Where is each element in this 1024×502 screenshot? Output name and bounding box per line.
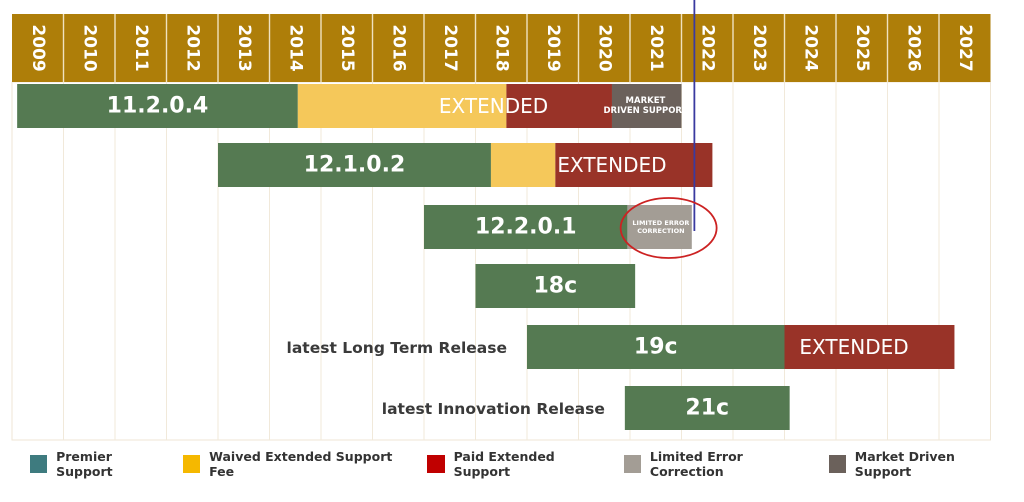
overlay-label-12-2-0-1-0-1: CORRECTION [637,227,684,235]
overlay-label-11-2-0-4-1-1: DRIVEN SUPPORT [603,106,687,116]
overlay-label-11-2-0-4-1-0: MARKET [626,96,666,106]
segment-paid-12-1-0-2 [555,143,713,187]
legend-label-waived: Waived Extended Support Fee [209,449,393,479]
highlight-circle [619,197,718,259]
legend-swatch-market [828,455,846,473]
legend-item-limited: Limited Error Correction [623,449,813,479]
year-label-2014: 2014 [285,24,305,71]
year-label-2021: 2021 [646,24,666,71]
release-name-11-2-0-4: 11.2.0.4 [107,94,209,119]
segment-premier-11-2-0-4 [17,84,298,128]
legend-swatch-premier [30,455,48,473]
segment-premier-21c [624,386,790,430]
year-label-2022: 2022 [697,24,717,71]
legend-swatch-paid [427,455,445,473]
legend-swatch-limited [623,455,641,473]
release-name-19c: 19c [634,335,678,360]
year-label-2016: 2016 [388,24,408,71]
legend-label-premier: Premier Support [56,449,113,479]
release-name-12-1-0-2: 12.1.0.2 [304,153,406,178]
segment-paid-19c [784,325,955,369]
release-caption-21c: latest Innovation Release [382,400,605,418]
segment-premier-12-2-0-1 [424,205,628,249]
year-header [12,14,991,82]
overlay-label-12-2-0-1-0-0: LIMITED ERROR [632,219,689,227]
year-label-2020: 2020 [594,24,614,71]
legend-label-limited: Limited Error Correction [649,449,743,479]
year-label-2010: 2010 [79,24,99,71]
year-label-2019: 2019 [543,24,563,71]
overlay-label-11-2-0-4-0-0: EXTENDED [439,94,548,118]
segment-market-11-2-0-4 [611,84,682,128]
year-label-2018: 2018 [491,24,511,71]
legend-swatch-waived [183,455,201,473]
release-name-21c: 21c [685,396,729,421]
legend-item-waived: Waived Extended Support Fee [183,449,411,479]
year-label-2017: 2017 [440,24,460,71]
year-label-2025: 2025 [852,24,872,71]
year-label-2024: 2024 [800,24,820,71]
segment-premier-18c [475,264,636,308]
legend-item-market: Market Driven Support [828,449,1008,479]
legend-label-market: Market Driven Support [854,449,955,479]
year-label-2012: 2012 [182,24,202,71]
release-name-18c: 18c [533,274,577,299]
segment-premier-19c [527,325,785,369]
chart-body [11,81,991,441]
release-name-12-2-0-1: 12.2.0.1 [475,215,577,240]
year-label-2011: 2011 [131,24,151,71]
segment-premier-12-1-0-2 [218,143,491,187]
release-caption-19c: latest Long Term Release [287,339,507,357]
year-label-2015: 2015 [337,24,357,71]
overlay-label-19c-0-0: EXTENDED [799,335,908,359]
legend: Premier Support Waived Extended Support … [30,449,1024,479]
legend-item-paid: Paid Extended Support [427,449,607,479]
year-label-2013: 2013 [234,24,254,71]
segment-paid-11-2-0-4 [506,84,612,128]
legend-item-premier: Premier Support [30,449,167,479]
year-label-2027: 2027 [955,24,975,71]
year-label-2023: 2023 [749,24,769,71]
segment-waived-12-1-0-2 [490,143,556,187]
year-label-2026: 2026 [903,24,923,71]
legend-label-paid: Paid Extended Support [453,449,555,479]
year-label-2009: 2009 [28,24,48,71]
segment-waived-11-2-0-4 [297,84,507,128]
segment-limited-12-2-0-1 [627,205,692,249]
overlay-label-12-1-0-2-0-0: EXTENDED [557,153,666,177]
support-timeline-chart: 2009 2010 2011 2012 2013 2014 2015 2016 2017 2018… [11,0,991,441]
